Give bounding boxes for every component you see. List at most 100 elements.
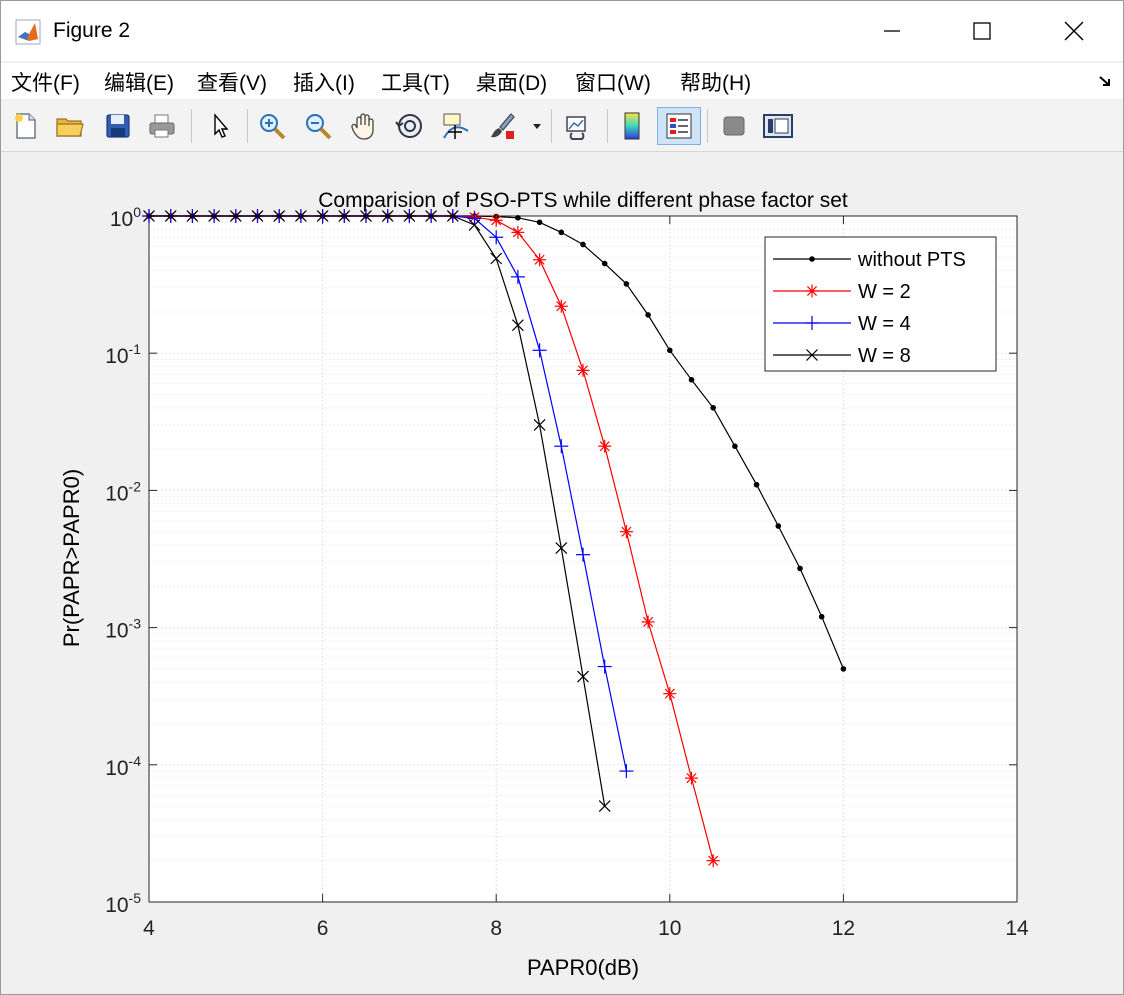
menu-tools[interactable]: 工具(T)	[381, 72, 450, 95]
data-point	[164, 210, 177, 222]
menu-help[interactable]: 帮助(H)	[680, 72, 752, 95]
colorbar-icon	[624, 112, 640, 140]
rotate-3d-icon	[395, 114, 422, 138]
marker-stroke	[425, 210, 438, 222]
marker-stroke	[533, 419, 546, 431]
data-point	[597, 659, 612, 674]
data-point	[706, 854, 720, 868]
data-point	[554, 299, 568, 313]
close-icon	[1064, 21, 1084, 41]
marker-dot	[809, 256, 815, 262]
maximize-button[interactable]	[959, 9, 1005, 53]
marker-dot	[667, 347, 673, 354]
data-point	[775, 523, 782, 529]
series-line	[149, 215, 606, 807]
brush-button[interactable]	[485, 107, 519, 145]
data-point	[294, 210, 307, 222]
minimize-button[interactable]	[869, 9, 915, 53]
marker-stroke	[446, 210, 459, 222]
data-point	[667, 347, 673, 354]
insert-colorbar-button[interactable]	[615, 107, 649, 145]
data-cursor-button[interactable]	[439, 107, 473, 145]
marker-dot	[688, 376, 695, 383]
x-tick-label: 4	[143, 917, 155, 940]
marker-stroke	[164, 210, 177, 222]
toolbar-separator	[191, 109, 192, 143]
y-tick-exponent: -1	[129, 341, 142, 357]
brush-dropdown-button[interactable]	[527, 107, 547, 145]
dock-arrow-icon[interactable]	[1097, 73, 1113, 89]
menu-edit[interactable]: 编辑(E)	[104, 72, 174, 95]
menu-insert[interactable]: 插入(I)	[293, 72, 355, 95]
zoom-in-icon	[260, 114, 286, 140]
print-button[interactable]	[145, 107, 179, 145]
legend-marker	[805, 316, 819, 330]
new-file-button[interactable]	[9, 107, 43, 145]
link-plot-button[interactable]	[561, 107, 595, 145]
data-point	[554, 439, 569, 454]
legend-label: without PTS	[857, 249, 966, 271]
data-point	[818, 613, 825, 620]
edit-plot-button[interactable]	[203, 107, 237, 145]
data-point	[251, 210, 264, 222]
data-point	[338, 210, 351, 222]
hide-plot-tools-button[interactable]	[717, 107, 751, 145]
data-point	[753, 481, 760, 488]
y-tick-label: 10-4	[105, 753, 141, 780]
data-point	[229, 210, 242, 222]
data-point	[663, 687, 677, 701]
marker-stroke	[621, 526, 632, 537]
marker-dot	[580, 241, 586, 248]
y-tick-label: 10-3	[105, 616, 141, 643]
data-point	[381, 210, 394, 222]
marker-dot	[515, 215, 521, 221]
marker-dot	[601, 260, 608, 267]
marker-stroke	[294, 210, 307, 222]
rotate-button[interactable]	[393, 107, 427, 145]
marker-dot	[753, 481, 760, 488]
marker-dot	[536, 219, 543, 226]
y-tick-label: 10-5	[105, 890, 141, 917]
y-tick-base: 10	[105, 345, 128, 368]
data-point	[580, 241, 586, 248]
save-button[interactable]	[101, 107, 135, 145]
marker-stroke	[468, 219, 481, 231]
marker-dot	[818, 613, 825, 620]
toolbar	[1, 101, 1123, 152]
menu-view[interactable]: 查看(V)	[197, 72, 267, 95]
legend-icon	[666, 113, 692, 139]
pan-button[interactable]	[347, 107, 381, 145]
legend-entry: W = 4	[773, 313, 911, 335]
y-tick-base: 10	[105, 894, 128, 917]
close-button[interactable]	[1051, 9, 1097, 53]
marker-stroke	[555, 542, 568, 554]
marker-stroke	[512, 227, 523, 238]
grid-lines	[148, 215, 1018, 903]
menu-desktop[interactable]: 桌面(D)	[476, 72, 548, 95]
data-point	[797, 565, 803, 572]
marker-stroke	[577, 365, 589, 376]
legend-marker	[805, 284, 819, 298]
open-file-button[interactable]	[53, 107, 87, 145]
data-point	[489, 230, 504, 245]
y-tick-base: 10	[105, 620, 128, 643]
legend-label: W = 2	[858, 281, 911, 303]
marker-dot	[645, 312, 651, 318]
open-folder-icon	[56, 118, 84, 137]
show-plot-tools-button[interactable]	[761, 107, 795, 145]
legend-marker	[806, 349, 818, 361]
zoom-out-button[interactable]	[301, 107, 335, 145]
figure-area: Comparision of PSO-PTS while different p…	[3, 153, 1121, 993]
menu-file[interactable]: 文件(F)	[11, 72, 80, 95]
data-point	[316, 210, 329, 222]
data-point	[515, 215, 521, 221]
menu-window[interactable]: 窗口(W)	[575, 72, 651, 95]
marker-stroke	[381, 210, 394, 222]
toolbar-separator	[607, 109, 608, 143]
data-point	[273, 210, 286, 222]
marker-stroke	[598, 800, 611, 813]
insert-legend-button[interactable]	[657, 107, 701, 145]
data-point	[645, 312, 651, 318]
zoom-in-button[interactable]	[255, 107, 289, 145]
chart: Comparision of PSO-PTS while different p…	[59, 189, 1029, 980]
